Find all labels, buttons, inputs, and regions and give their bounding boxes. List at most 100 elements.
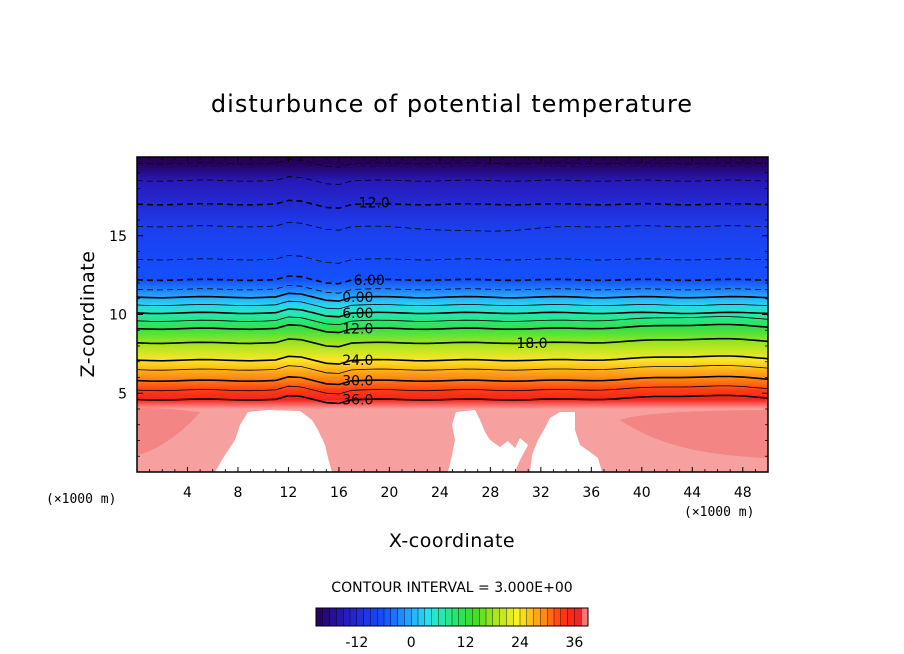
colorbar-cell-32 (533, 607, 541, 627)
colorbar-cell-9 (377, 607, 385, 627)
x-tick-label-3: 16 (330, 485, 348, 501)
colorbar-cell-12 (397, 607, 405, 627)
contour-line-12 (137, 337, 768, 348)
contour-label-6: 24.0 (342, 353, 373, 369)
colorbar-cell-28 (506, 607, 514, 627)
colorbar-cell-31 (526, 607, 535, 627)
colorbar-cell-10 (383, 607, 392, 627)
colorbar-cell-30 (519, 607, 528, 627)
colorbar-cell-16 (424, 607, 433, 627)
contour-line-15 (137, 375, 768, 386)
x-unit-left: (×1000 m) (46, 492, 116, 507)
colorbar-tick-labels: -12 0 12 24 36 (345, 635, 583, 651)
x-tick-label-9: 40 (633, 485, 651, 501)
contour-label-0: 12.0 (359, 196, 390, 212)
colorbar-cell-8 (370, 607, 378, 627)
colorbar-cell-17 (431, 607, 439, 627)
colorbar-tick-label-4: 36 (565, 635, 583, 651)
colorbar-cell-36 (560, 607, 569, 627)
x-axis-ticks: 4 8 12 16 20 24 28 32 36 40 44 48 (149, 157, 756, 501)
colorbar (315, 607, 589, 627)
contour-label-3: 6.00 (342, 306, 373, 322)
contour-line-7 (137, 292, 768, 302)
colorbar-cell-22 (465, 607, 473, 627)
x-tick-label-5: 24 (431, 485, 449, 501)
colorbar-frame (315, 607, 589, 627)
colorbar-cell-26 (492, 607, 501, 627)
y-axis-ticks: 5 10 15 (109, 172, 768, 457)
x-tick-label-7: 32 (532, 485, 550, 501)
contour-line-0 (137, 158, 768, 168)
colorbar-cell-20 (451, 607, 460, 627)
colorbar-cell-7 (363, 607, 371, 627)
contour-label-8: 36.0 (342, 393, 373, 409)
colorbar-cell-23 (472, 607, 480, 627)
contour-line-11 (137, 323, 768, 334)
colorbar-cell-0 (315, 607, 324, 627)
x-tick-label-11: 48 (734, 485, 752, 501)
contour-line-3 (137, 221, 768, 232)
colorbar-cell-5 (349, 607, 358, 627)
colorbar-cell-24 (479, 607, 487, 627)
contour-label-1: 6.00 (354, 273, 385, 289)
x-tick-label-10: 44 (683, 485, 701, 501)
colorbar-cell-19 (445, 607, 453, 627)
colorbar-cell-37 (567, 607, 575, 627)
y-tick-label-2: 15 (109, 229, 127, 245)
colorbar-cell-4 (343, 607, 351, 627)
y-tick-label-1: 10 (109, 308, 127, 324)
contour-line-14 (137, 364, 768, 374)
contour-line-2 (137, 199, 768, 209)
x-tick-label-0: 4 (183, 485, 192, 501)
chart-title: disturbunce of potential temperature (211, 90, 693, 118)
undefined-region (215, 410, 602, 472)
colorbar-cell-11 (390, 607, 399, 627)
x-tick-label-8: 36 (582, 485, 600, 501)
colorbar-cell-2 (329, 607, 337, 627)
contour-label-2: 0.00 (342, 290, 373, 306)
colorbar-cell-29 (513, 607, 521, 627)
colorbar-cell-13 (404, 607, 412, 627)
colorbar-cell-6 (356, 607, 365, 627)
colorbar-cell-38 (574, 607, 582, 627)
colorbar-cell-21 (458, 607, 467, 627)
colorbar-cell-33 (540, 607, 548, 627)
colorbar-cell-39 (581, 607, 589, 627)
x-tick-label-6: 28 (481, 485, 499, 501)
x-axis-label: X-coordinate (389, 530, 515, 552)
contour-line-5 (137, 275, 768, 285)
contour-interval-text: CONTOUR INTERVAL = 3.000E+00 (331, 580, 572, 596)
contour-line-13 (137, 355, 768, 365)
x-tick-label-1: 8 (233, 485, 242, 501)
colorbar-cell-34 (547, 607, 555, 627)
contour-line-10 (137, 316, 768, 326)
contour-line-8 (137, 300, 768, 310)
contour-line-4 (137, 255, 768, 264)
colorbar-cell-14 (411, 607, 419, 627)
contour-label-7: 30.0 (342, 374, 373, 390)
colorbar-cell-3 (336, 607, 344, 627)
y-tick-label-0: 5 (118, 386, 127, 402)
contour-line-9 (137, 308, 768, 318)
near-surface-warm-left (137, 408, 200, 472)
colorbar-tick-label-2: 12 (457, 635, 475, 651)
colorbar-tick-label-3: 24 (511, 635, 529, 651)
colorbar-tick-label-0: -12 (345, 635, 368, 651)
contour-line-6 (137, 284, 768, 294)
colorbar-cell-27 (499, 607, 507, 627)
contour-label-4: 12.0 (342, 322, 373, 338)
colorbar-tick-label-1: 0 (407, 635, 416, 651)
contour-label-5: 18.0 (516, 336, 547, 352)
contour-line-1 (137, 176, 768, 185)
y-axis-label: Z-coordinate (77, 251, 99, 378)
near-surface-warm-right (620, 410, 768, 472)
x-tick-label-4: 20 (380, 485, 398, 501)
contour-lines (137, 158, 768, 405)
contour-line-17 (137, 394, 768, 405)
colorbar-cell-35 (553, 607, 562, 627)
colorbar-cell-1 (322, 607, 331, 627)
x-tick-label-2: 12 (280, 485, 298, 501)
